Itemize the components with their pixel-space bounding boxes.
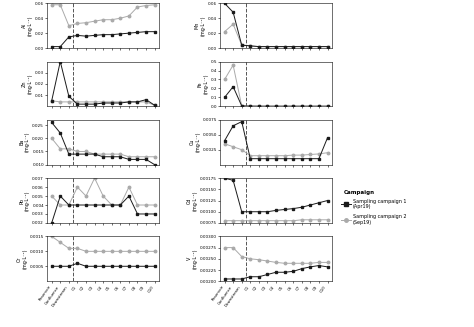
Y-axis label: V
(mg·L⁻¹): V (mg·L⁻¹) (187, 249, 198, 269)
Legend: Sampling campaign 1
(Apr19), Sampling campaign 2
(Sep19): Sampling campaign 1 (Apr19), Sampling ca… (341, 198, 407, 225)
Y-axis label: Cd
(mg·L⁻¹): Cd (mg·L⁻¹) (187, 190, 198, 211)
Y-axis label: Fe
(mg·L⁻¹): Fe (mg·L⁻¹) (197, 74, 208, 94)
Y-axis label: Mn
(mg·L⁻¹): Mn (mg·L⁻¹) (195, 15, 206, 36)
Y-axis label: Cr
(mg·L⁻¹): Cr (mg·L⁻¹) (17, 249, 27, 269)
Y-axis label: Zn
(mg·L⁻¹): Zn (mg·L⁻¹) (22, 74, 33, 94)
Y-axis label: Ba
(mg·L⁻¹): Ba (mg·L⁻¹) (19, 132, 30, 152)
Y-axis label: Al
(mg·L⁻¹): Al (mg·L⁻¹) (22, 15, 33, 36)
Text: Campaign: Campaign (344, 190, 374, 195)
Y-axis label: Pb
(mg·L⁻¹): Pb (mg·L⁻¹) (19, 190, 30, 211)
Y-axis label: Cu
(mg·L⁻¹): Cu (mg·L⁻¹) (190, 132, 201, 152)
